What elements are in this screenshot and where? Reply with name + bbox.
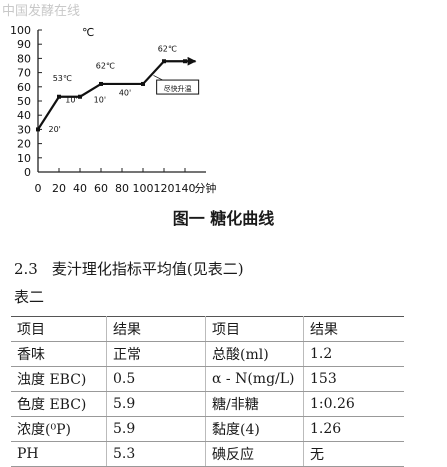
callout-box: [156, 79, 200, 95]
annotation-label: 10': [65, 95, 77, 104]
temperature-curve: [37, 56, 197, 130]
y-tick-label: 70: [17, 67, 31, 80]
x-tick-label: 20: [52, 182, 66, 195]
y-tick-label: 40: [17, 109, 31, 122]
data-point: [78, 94, 82, 99]
y-tick-label: 20: [17, 138, 31, 151]
table-cell: 1.26: [303, 416, 404, 442]
table-row: 项目 结果 项目 结果: [11, 316, 404, 342]
table-cell: 无: [303, 441, 404, 467]
y-tick-label: 50: [17, 95, 31, 108]
table-cell: PH: [11, 441, 107, 467]
x-tick-label: 140: [175, 182, 196, 195]
data-point: [99, 81, 103, 86]
x-axis-label: 分钟: [194, 181, 216, 195]
chart-caption: 图一 糖化曲线: [172, 209, 275, 228]
table-cell: 色度 EBC): [11, 391, 107, 417]
table-cell: 香味: [11, 341, 107, 367]
x-tick-label: 120: [154, 182, 175, 195]
table-cell: α - N(mg/L): [205, 366, 304, 392]
table-row: 浓度(⁰P) 5.9 黏度(4) 1.26: [11, 416, 404, 442]
y-tick-label: 10: [17, 152, 31, 165]
annotation-label: 62℃: [158, 44, 177, 53]
section-title: 麦汁理化指标平均值(见表二): [51, 260, 244, 278]
table-cell: 5.3: [106, 441, 206, 467]
y-tick-label: 60: [17, 81, 31, 94]
table-cell: 153: [303, 366, 404, 392]
data-point: [141, 81, 145, 86]
table-cell: 1.2: [303, 341, 404, 367]
callout-pointer: [153, 75, 163, 81]
x-tick-label: 0: [35, 182, 42, 195]
table-cell: 结果: [303, 316, 404, 342]
x-tick-label: 80: [115, 182, 129, 195]
table-cell: 正常: [106, 341, 206, 367]
y-tick-label: 0: [24, 166, 31, 179]
table-row: PH 5.3 碘反应 无: [11, 441, 404, 467]
table-cell: 5.9: [106, 416, 206, 442]
callout-text: 尽快升温: [164, 84, 192, 93]
y-tick-label: 100: [10, 24, 31, 37]
section-heading: 2.3 麦汁理化指标平均值(见表二): [14, 258, 244, 279]
annotation-label: 53℃: [53, 74, 72, 83]
table-label: 表二: [14, 288, 45, 306]
y-tick-label: 90: [17, 38, 31, 51]
table-cell: 0.5: [106, 366, 206, 392]
table-cell: 结果: [106, 316, 206, 342]
annotation-label: 20': [49, 125, 61, 134]
x-tick-label: 100: [133, 182, 154, 195]
table-cell: 糖/非糖: [205, 391, 304, 417]
annotation-label: 40': [119, 88, 131, 97]
data-point: [183, 59, 187, 64]
table-cell: 5.9: [106, 391, 206, 417]
y-tick-label: 30: [17, 123, 31, 136]
x-tick-label: 60: [94, 182, 108, 195]
table-row: 香味 正常 总酸(ml) 1.2: [11, 341, 404, 367]
annotation-label: 10': [94, 95, 106, 104]
table-cell: 项目: [205, 316, 304, 342]
table-cell: 浓度(⁰P): [11, 416, 107, 442]
data-point: [162, 59, 166, 64]
table-row: 浊度 EBC) 0.5 α - N(mg/L) 153: [11, 366, 404, 392]
data-point: [36, 127, 40, 132]
x-tick-label: 40: [73, 182, 87, 195]
table-cell: 项目: [11, 316, 107, 342]
table-cell: 黏度(4): [205, 416, 304, 442]
table-cell: 总酸(ml): [205, 341, 304, 367]
data-point: [57, 94, 61, 99]
wort-indicator-table: 项目 结果 项目 结果 香味 正常 总酸(ml) 1.2 浊度 EBC) 0.5…: [11, 316, 404, 467]
annotation-label: 62℃: [96, 61, 115, 70]
table-row: 色度 EBC) 5.9 糖/非糖 1:0.26: [11, 391, 404, 417]
y-axis-label: ℃: [82, 26, 94, 39]
section-number: 2.3: [14, 260, 38, 278]
y-tick-label: 80: [17, 52, 31, 65]
table-cell: 1:0.26: [303, 391, 404, 417]
table-cell: 碘反应: [205, 441, 304, 467]
table-cell: 浊度 EBC): [11, 366, 107, 392]
watermark-text: 中国发酵在线: [2, 4, 81, 19]
